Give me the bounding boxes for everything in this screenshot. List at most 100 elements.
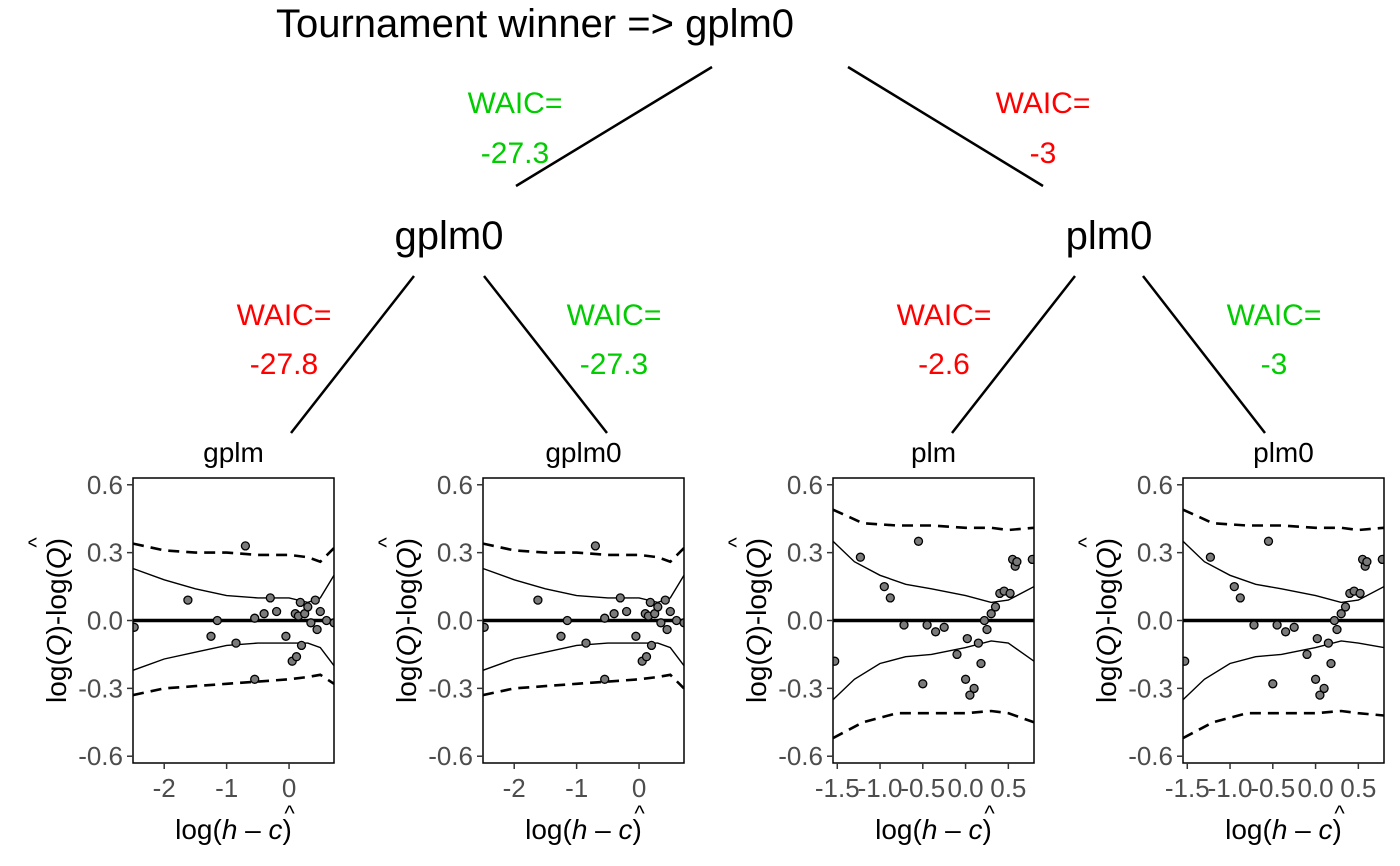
y-axis-hat: ^ bbox=[724, 537, 749, 548]
data-point bbox=[321, 615, 332, 626]
data-point bbox=[271, 606, 282, 617]
x-tick-label: -2 bbox=[503, 773, 526, 803]
y-tick-label: 0.3 bbox=[787, 538, 823, 568]
data-point bbox=[183, 595, 193, 605]
y-tick-label: 0.0 bbox=[437, 606, 473, 636]
data-point bbox=[590, 541, 601, 551]
waic-label: WAIC= bbox=[468, 87, 563, 120]
data-point bbox=[1310, 674, 1321, 684]
data-point bbox=[1263, 536, 1274, 546]
data-point bbox=[609, 609, 619, 619]
data-point bbox=[1355, 588, 1365, 599]
data-point bbox=[631, 631, 641, 641]
y-axis-hat: ^ bbox=[1074, 537, 1099, 548]
data-point bbox=[965, 690, 975, 700]
y-tick-label: -0.3 bbox=[778, 673, 823, 703]
data-point bbox=[1289, 622, 1299, 632]
panel-title: gplm bbox=[203, 437, 264, 468]
data-point bbox=[483, 622, 489, 632]
panel-data bbox=[483, 541, 684, 697]
data-point bbox=[833, 656, 840, 666]
data-point bbox=[656, 618, 666, 628]
data-point bbox=[296, 640, 307, 651]
tournament-title: Tournament winner => gplm0 bbox=[276, 2, 794, 46]
series-upper_ci bbox=[483, 567, 684, 604]
data-point bbox=[303, 602, 313, 612]
data-point bbox=[645, 597, 655, 608]
data-point bbox=[231, 638, 241, 648]
data-point bbox=[1005, 588, 1015, 599]
data-point bbox=[1326, 658, 1336, 669]
data-point bbox=[960, 674, 971, 684]
data-point bbox=[1205, 552, 1216, 562]
data-point bbox=[653, 602, 663, 612]
series-lower_ci bbox=[833, 640, 1034, 701]
panel-title: plm bbox=[911, 437, 956, 468]
series-lower_pred bbox=[483, 673, 684, 697]
data-point bbox=[240, 541, 251, 551]
y-tick-label: -0.3 bbox=[1128, 673, 1173, 703]
data-point bbox=[976, 658, 986, 669]
series-upper_ci bbox=[833, 540, 1034, 604]
x-tick-label: -1 bbox=[215, 773, 238, 803]
data-point bbox=[952, 649, 962, 660]
data-point bbox=[621, 606, 632, 617]
y-tick-label: 0.0 bbox=[87, 606, 123, 636]
waic-value: -27.3 bbox=[580, 348, 648, 381]
edge-right-plm0 bbox=[1142, 275, 1266, 434]
edge-root-right bbox=[847, 65, 1044, 188]
data-point bbox=[1332, 624, 1342, 635]
x-axis-label: log(h – c) bbox=[175, 814, 292, 845]
data-point bbox=[1340, 602, 1351, 612]
y-tick-label: 0.0 bbox=[787, 606, 823, 636]
y-axis-label-group: log(Q)-log(Q)^ bbox=[374, 537, 422, 703]
data-point bbox=[291, 652, 302, 662]
x-tick-label: -0.5 bbox=[1250, 773, 1295, 803]
x-tick-label: -2 bbox=[153, 773, 176, 803]
data-point bbox=[1183, 656, 1190, 666]
y-tick-label: 0.6 bbox=[787, 470, 823, 500]
data-point bbox=[250, 674, 260, 684]
data-point bbox=[855, 552, 866, 562]
panel-data bbox=[1183, 508, 1384, 740]
series-lower_pred bbox=[833, 709, 1034, 740]
y-axis-label-group: log(Q)-log(Q)^ bbox=[1074, 537, 1122, 703]
series-lower_pred bbox=[1183, 709, 1384, 740]
data-point bbox=[665, 606, 675, 617]
x-axis-label: log(h – c) bbox=[875, 814, 992, 845]
data-point bbox=[1336, 609, 1346, 619]
x-tick-label: 0.5 bbox=[990, 773, 1026, 803]
waic-value: -27.3 bbox=[481, 137, 549, 170]
edge-left-gplm0 bbox=[483, 275, 608, 434]
data-point bbox=[969, 683, 979, 694]
panel-title: plm0 bbox=[1253, 437, 1314, 468]
data-point bbox=[918, 679, 928, 689]
y-tick-label: -0.6 bbox=[78, 741, 123, 771]
data-point bbox=[930, 627, 941, 637]
series-upper_pred bbox=[1183, 508, 1384, 532]
data-point bbox=[1249, 620, 1259, 630]
y-tick-label: 0.3 bbox=[87, 538, 123, 568]
data-point bbox=[281, 631, 291, 641]
series-lower_ci bbox=[1183, 640, 1384, 701]
waic-value: -2.6 bbox=[918, 348, 970, 381]
data-point bbox=[939, 622, 949, 632]
y-axis-label-group: log(Q)-log(Q)^ bbox=[24, 537, 72, 703]
y-tick-label: -0.3 bbox=[428, 673, 473, 703]
data-point bbox=[315, 606, 325, 617]
y-tick-label: -0.3 bbox=[78, 673, 123, 703]
edge-right-plm bbox=[951, 275, 1076, 434]
data-point bbox=[1377, 554, 1384, 565]
data-point bbox=[1229, 581, 1239, 592]
x-axis-label: log(h – c) bbox=[1225, 814, 1342, 845]
data-point bbox=[1329, 615, 1340, 626]
x-tick-label: 0.0 bbox=[1297, 773, 1333, 803]
edge-left-gplm bbox=[290, 275, 415, 434]
data-point bbox=[1027, 554, 1034, 565]
waic-value: -27.8 bbox=[250, 348, 318, 381]
data-point bbox=[879, 581, 889, 592]
data-point bbox=[615, 593, 625, 603]
y-axis-hat: ^ bbox=[24, 537, 49, 548]
x-tick-label: -1.0 bbox=[858, 773, 903, 803]
